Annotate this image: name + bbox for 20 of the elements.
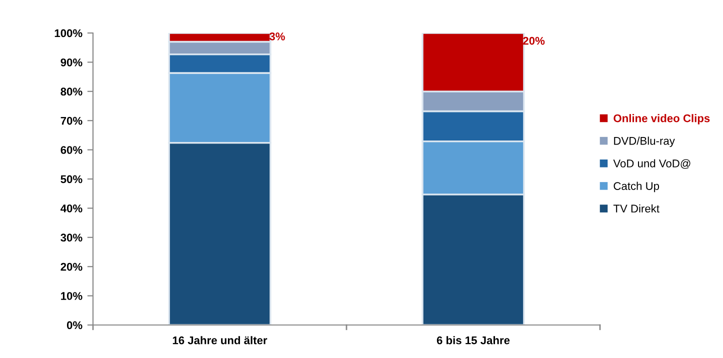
y-tick-label: 50% (60, 175, 82, 184)
legend-label: TV Direkt (613, 204, 660, 213)
y-tick-label: 40% (60, 204, 82, 212)
legend-label: DVD/Blu-ray (614, 136, 675, 147)
legend-label: Catch Up (614, 182, 660, 192)
y-tick-label: 10% (61, 292, 82, 300)
y-tick-label: 60% (60, 146, 82, 154)
x-tick-label: 16 Jahre und älter (172, 336, 268, 344)
legend-label: Online video Clips (614, 114, 710, 124)
data-label: 20% (523, 36, 545, 45)
y-tick-label: 20% (60, 262, 82, 271)
legend-label: VoD und VoD@ (613, 159, 690, 169)
y-tick-label: 90% (60, 58, 82, 66)
y-tick-label: 30% (60, 234, 82, 242)
y-tick-label: 70% (60, 116, 82, 125)
y-tick-label: 80% (60, 88, 82, 96)
data-label: 3% (269, 32, 285, 40)
y-tick-label: 0% (66, 321, 82, 330)
x-tick-label: 6 bis 15 Jahre (436, 336, 510, 344)
y-tick-label: 100% (54, 29, 82, 38)
